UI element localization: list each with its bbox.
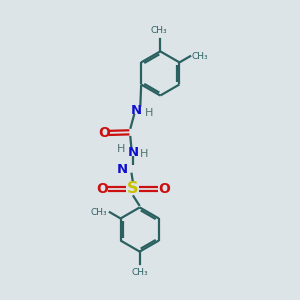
Text: O: O [98,126,110,140]
Text: N: N [128,146,139,159]
Text: N: N [131,104,142,117]
Text: CH₃: CH₃ [131,268,148,277]
Text: CH₃: CH₃ [192,52,208,61]
Text: O: O [158,182,170,196]
Text: CH₃: CH₃ [151,26,167,35]
Text: H: H [117,144,125,154]
Text: N: N [117,163,128,176]
Text: S: S [127,182,139,196]
Text: H: H [140,149,148,159]
Text: O: O [96,182,108,196]
Text: H: H [145,108,153,118]
Text: CH₃: CH₃ [90,208,107,217]
